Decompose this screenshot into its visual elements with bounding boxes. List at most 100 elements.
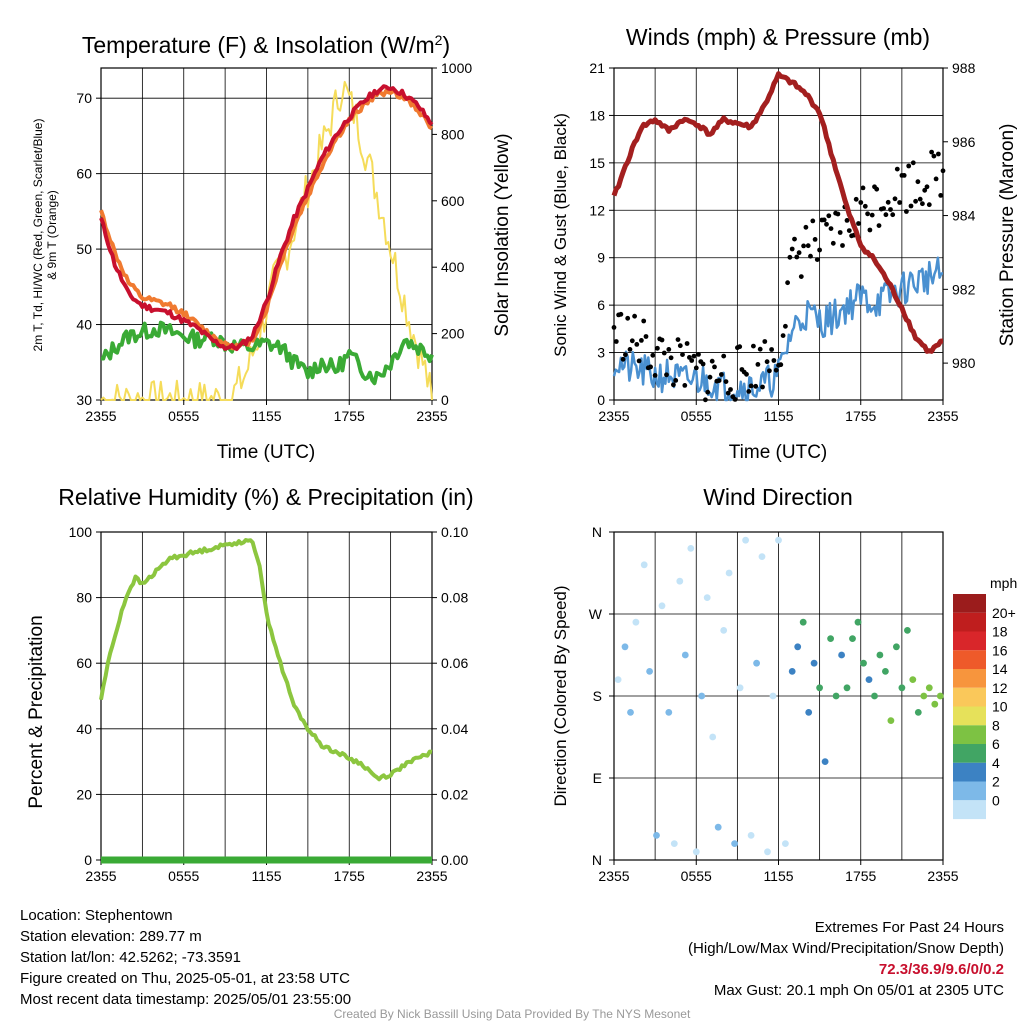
winds-gust-point bbox=[671, 382, 676, 388]
temperature-left-ytick-label: 60 bbox=[76, 166, 92, 182]
winds-panel-title: Winds (mph) & Pressure (mb) bbox=[626, 24, 930, 50]
winds-gust-point bbox=[856, 221, 861, 226]
winds-gust-point bbox=[664, 372, 669, 378]
winds-gust-point bbox=[709, 358, 715, 364]
direction-point bbox=[794, 643, 802, 651]
winds-gust-point bbox=[910, 160, 916, 166]
winds-right-ytick-label: 988 bbox=[952, 60, 976, 76]
direction-point bbox=[914, 709, 922, 716]
winds-gust-point bbox=[680, 352, 685, 357]
humidity-xtick-label: 2355 bbox=[416, 868, 447, 884]
winds-gust-point bbox=[668, 355, 674, 361]
direction-point bbox=[920, 692, 928, 700]
direction-point bbox=[882, 668, 889, 675]
direction-ytick-label: S bbox=[593, 688, 602, 704]
winds-gust-point bbox=[862, 203, 868, 209]
direction-point bbox=[665, 709, 673, 716]
direction-point bbox=[936, 692, 944, 700]
winds-gust-point bbox=[762, 339, 768, 344]
winds-gust-point bbox=[648, 364, 653, 370]
humidity-plot-area: 2355 0555 1155 1755 23550204060801000.000.02… bbox=[69, 524, 469, 884]
winds-xtick-label: 1755 bbox=[845, 408, 876, 424]
colorbar-title: mph bbox=[990, 575, 1017, 591]
direction-point bbox=[632, 618, 640, 626]
winds-gust-point bbox=[755, 362, 761, 367]
winds-gust-point bbox=[703, 397, 708, 403]
colorbar-label: 16 bbox=[992, 642, 1008, 658]
winds-right-ytick-label: 986 bbox=[952, 134, 976, 150]
temperature-right-ytick-label: 1000 bbox=[441, 60, 472, 76]
winds-gust-point bbox=[844, 218, 850, 223]
direction-panel-title: Wind Direction bbox=[703, 484, 853, 510]
winds-panel: Winds (mph) & Pressure (mb) 2355 0555 1155… bbox=[551, 24, 1018, 463]
winds-xtick-label: 0555 bbox=[681, 408, 712, 424]
winds-gust-point bbox=[936, 151, 941, 157]
direction-point bbox=[810, 659, 818, 667]
direction-point bbox=[658, 602, 666, 610]
colorbar-swatch bbox=[953, 706, 986, 726]
winds-gust-point bbox=[760, 384, 765, 390]
direction-point bbox=[670, 840, 678, 847]
direction-point bbox=[687, 545, 695, 552]
winds-ylabel-left: Sonic Wind & Gust (Blue, Black) bbox=[551, 113, 570, 357]
direction-point bbox=[703, 594, 711, 601]
direction-point bbox=[821, 758, 829, 765]
direction-ytick-label: E bbox=[593, 770, 602, 786]
temperature-xtick-label: 2355 bbox=[416, 408, 447, 424]
colorbar-swatch bbox=[953, 631, 986, 651]
winds-gust-point bbox=[933, 176, 939, 182]
winds-left-ytick-label: 18 bbox=[589, 107, 605, 123]
temperature-left-ytick-label: 40 bbox=[76, 317, 92, 333]
winds-gust-point bbox=[613, 339, 619, 344]
direction-point bbox=[769, 692, 777, 700]
winds-gust-point bbox=[783, 323, 788, 329]
winds-gust-point bbox=[753, 383, 759, 389]
speed-colorbar: 20+ 18 16 14 12 10 8 6 4 2 0 bbox=[953, 594, 1016, 820]
winds-left-ytick-label: 15 bbox=[589, 155, 605, 171]
humidity-right-ytick-label: 0.02 bbox=[441, 786, 468, 802]
direction-point bbox=[832, 692, 840, 700]
winds-xtick-label: 2355 bbox=[598, 408, 629, 424]
winds-left-ytick-label: 12 bbox=[589, 202, 605, 218]
winds-gust-point bbox=[639, 338, 644, 343]
direction-panel: Wind Direction 2355 0555 1155 1755 2355NESWN… bbox=[551, 484, 1017, 884]
direction-point bbox=[681, 651, 689, 659]
winds-xlabel: Time (UTC) bbox=[729, 442, 828, 463]
humidity-xtick-label: 2355 bbox=[85, 868, 116, 884]
winds-left-ytick-label: 9 bbox=[597, 250, 605, 266]
humidity-left-ytick-label: 80 bbox=[76, 590, 92, 606]
winds-gust-point bbox=[796, 250, 802, 256]
direction-point bbox=[714, 823, 722, 831]
winds-gust-point bbox=[789, 246, 795, 252]
temperature-left-ytick-label: 30 bbox=[76, 392, 92, 408]
winds-gust-point bbox=[650, 352, 656, 358]
winds-gust-point bbox=[675, 337, 681, 342]
temperature-xtick-label: 0555 bbox=[168, 408, 199, 424]
humidity-left-ytick-label: 0 bbox=[84, 852, 92, 868]
winds-gust-point bbox=[682, 383, 688, 388]
temperature-xlabel: Time (UTC) bbox=[217, 442, 316, 463]
temperature-panel: Temperature (F) & Insolation (W/m2) 2355… bbox=[31, 32, 513, 463]
winds-gust-point bbox=[869, 212, 875, 218]
direction-point bbox=[742, 536, 749, 544]
humidity-left-ytick-label: 100 bbox=[69, 524, 93, 540]
winds-gust-point bbox=[890, 212, 896, 218]
colorbar-swatch bbox=[953, 781, 986, 801]
direction-point bbox=[904, 627, 911, 634]
humidity-ylabel-left: Percent & Precipitation bbox=[26, 615, 47, 808]
winds-gust-point bbox=[712, 364, 717, 370]
winds-gust-point bbox=[817, 247, 822, 253]
winds-series-station-pressure bbox=[611, 71, 944, 354]
winds-gust-point bbox=[748, 383, 754, 389]
direction-point bbox=[614, 676, 622, 683]
winds-gust-point bbox=[865, 211, 870, 217]
winds-gust-point bbox=[904, 209, 909, 214]
direction-point bbox=[860, 659, 867, 667]
winds-plot-area: 2355 0555 1155 1755 235503691215182198098298… bbox=[589, 60, 975, 424]
direction-point bbox=[887, 717, 895, 724]
temperature-right-ytick-label: 600 bbox=[441, 193, 465, 209]
winds-gust-point bbox=[643, 334, 649, 339]
winds-gust-point bbox=[659, 337, 665, 343]
colorbar-swatch bbox=[953, 744, 986, 763]
